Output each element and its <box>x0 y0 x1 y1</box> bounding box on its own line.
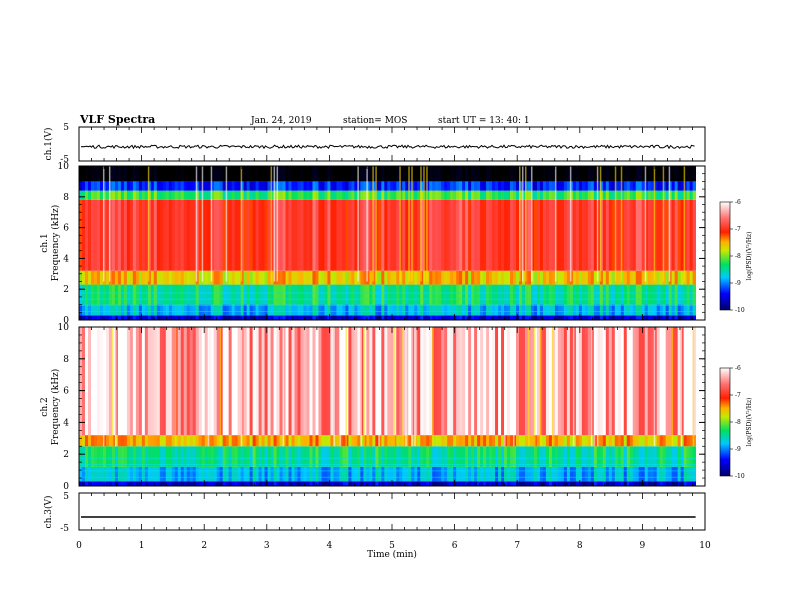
figure-title: VLF Spectra <box>79 113 155 126</box>
time-tick-label: 0 <box>76 541 82 551</box>
ch1-waveform-ylabel: ch.1(V) <box>43 128 54 161</box>
ch1-ytick-bottom: -5 <box>60 155 69 165</box>
colorbar-tick-label: -6 <box>735 365 741 372</box>
time-tick-labels: 0 1 2 3 4 5 6 7 8 9 10 <box>76 541 711 551</box>
time-tick-label: 5 <box>389 541 395 551</box>
ch3-ytick-bottom: -5 <box>60 524 69 534</box>
ch1-colorbar-label: log(PSD)(V²/Hz) <box>746 232 753 281</box>
ch1-waveform-panel: 5 -5 ch.1(V) <box>43 123 706 165</box>
time-tick-label: 9 <box>640 541 646 551</box>
ytick-label: 4 <box>63 418 69 428</box>
ytick-label: 8 <box>63 193 69 203</box>
start-time-label: start UT = 13: 40: 1 <box>438 116 530 126</box>
time-tick-label: 2 <box>201 541 207 551</box>
time-tick-label: 7 <box>514 541 520 551</box>
time-tick-label: 6 <box>452 541 458 551</box>
ytick-label: 10 <box>58 323 70 333</box>
colorbar-tick-label: -7 <box>735 392 741 399</box>
time-tick-label: 8 <box>577 541 583 551</box>
ch1-colorbar-gradient <box>719 201 731 311</box>
time-tick-label: 4 <box>327 541 333 551</box>
colorbar-tick-label: -9 <box>735 446 741 453</box>
ch1-ytick-top: 5 <box>63 123 69 133</box>
colorbar-tick-label: -9 <box>735 280 741 287</box>
ch3-waveform-panel: 5 -5 ch.3(V) <box>43 492 706 534</box>
ytick-label: 2 <box>63 450 69 460</box>
ch2-colorbar-gradient <box>719 367 731 477</box>
ytick-label: 8 <box>63 355 69 365</box>
date-label: Jan. 24, 2019 <box>250 116 312 126</box>
time-tick-label: 1 <box>139 541 145 551</box>
ytick-label: 4 <box>63 254 69 264</box>
ch2-spectrogram-ylabel: Frequency (kHz) <box>50 369 61 446</box>
ytick-label: 10 <box>58 162 70 172</box>
ch2-spectrogram-image <box>79 327 705 486</box>
ch1-waveform-line <box>80 144 695 150</box>
ytick-label: 2 <box>63 285 69 295</box>
ch2-colorbar-label: log(PSD)(V²/Hz) <box>746 398 753 447</box>
colorbar-tick-label: -7 <box>735 226 741 233</box>
ch1-spectrogram-panel: 0 2 4 6 8 10 ch.1 Frequency (kHz) <box>40 162 706 326</box>
ytick-label: 0 <box>63 316 69 326</box>
ytick-label: 6 <box>63 224 69 234</box>
ch1-spectrogram-ylabel: Frequency (kHz) <box>50 205 61 282</box>
ch3-ytick-top: 5 <box>63 492 69 502</box>
colorbar-tick-label: -10 <box>735 473 745 480</box>
ch1-colorbar: -6 -7 -8 -9 -10 log(PSD)(V²/Hz) <box>719 199 753 314</box>
time-axis-label: Time (min) <box>367 549 417 560</box>
colorbar-tick-label: -6 <box>735 199 741 206</box>
colorbar-tick-label: -10 <box>735 307 745 314</box>
time-tick-label: 3 <box>264 541 270 551</box>
ch2-spectrogram-panel: 0 2 4 6 8 10 ch.2 Frequency (kHz) <box>40 323 706 492</box>
ch2-spectrogram-channel-label: ch.2 <box>40 397 50 416</box>
time-ticks <box>78 127 706 530</box>
ch1-spectrogram-image <box>79 166 705 320</box>
ytick-label: 6 <box>63 387 69 397</box>
ch3-waveform-ylabel: ch.3(V) <box>43 496 54 529</box>
time-tick-label: 10 <box>699 541 711 551</box>
ch1-spectrogram-channel-label: ch.1 <box>40 233 50 252</box>
colorbar-tick-label: -8 <box>735 419 741 426</box>
colorbar-tick-label: -8 <box>735 253 741 260</box>
station-label: station= MOS <box>343 116 407 126</box>
ytick-label: 0 <box>63 482 69 492</box>
ch2-colorbar: -6 -7 -8 -9 -10 log(PSD)(V²/Hz) <box>719 365 753 480</box>
